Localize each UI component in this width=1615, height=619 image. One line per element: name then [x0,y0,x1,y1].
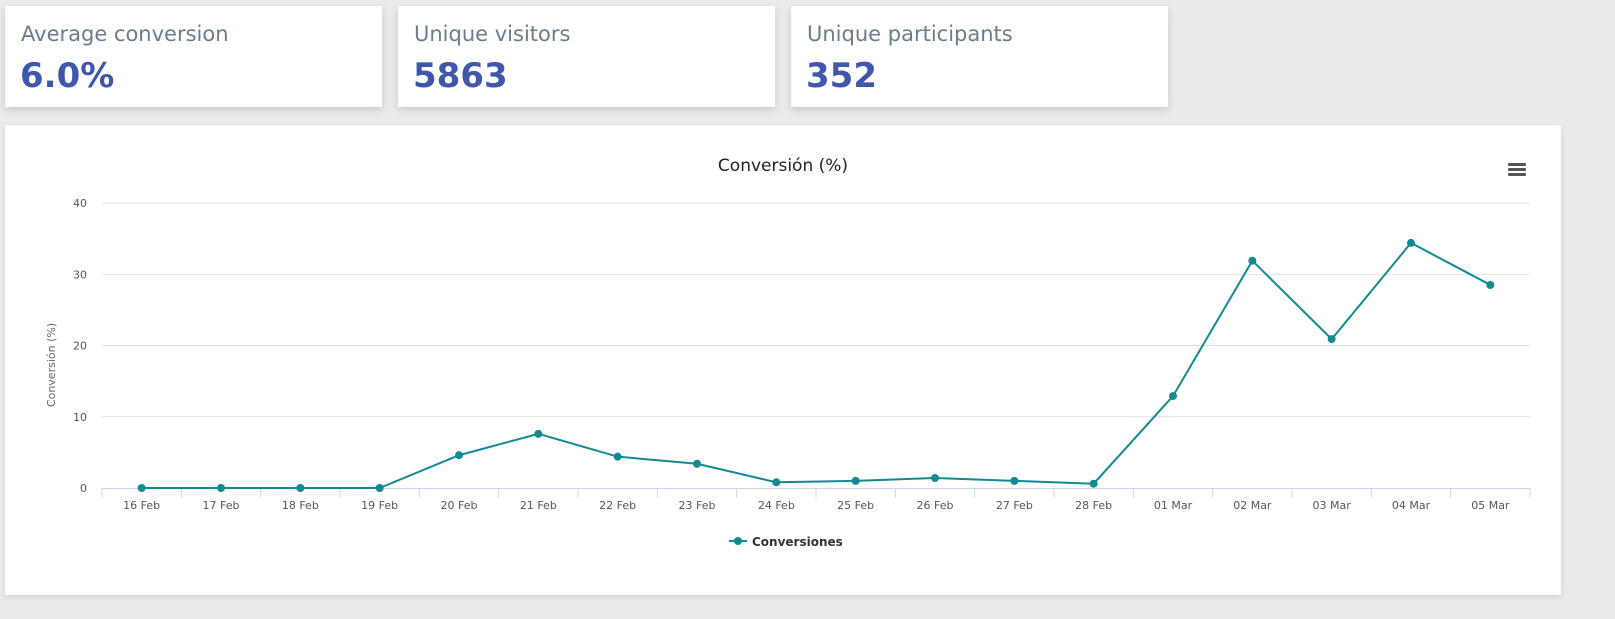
legend-item[interactable]: Conversiones [729,535,843,549]
hamburger-menu-icon[interactable] [1508,163,1526,178]
data-point[interactable] [137,484,146,492]
x-tick-label: 20 Feb [441,499,478,512]
card-unique-participants: Unique participants 352 [791,6,1168,107]
data-point[interactable] [296,484,305,492]
data-point[interactable] [931,474,939,483]
x-tick-label: 23 Feb [679,499,716,512]
data-point[interactable] [217,484,225,492]
data-point[interactable] [772,478,781,487]
card-value: 5863 [413,56,508,96]
card-average-conversion: Average conversion 6.0% [5,6,382,107]
line-chart: Conversión (%) Conversión (%) 0 10 20 30 40 1… [45,156,1531,549]
y-tick-label: 40 [73,197,87,210]
x-tick-label: 22 Feb [599,499,636,512]
x-tick-label: 21 Feb [520,499,557,512]
x-tick-label: 05 Mar [1471,499,1510,512]
data-point[interactable] [851,476,860,485]
data-point[interactable] [693,459,701,468]
x-tick-label: 25 Feb [837,499,874,512]
x-tick-label: 01 Mar [1154,499,1193,512]
card-value: 6.0% [20,56,115,96]
data-point[interactable] [1010,476,1019,485]
data-point[interactable] [1407,238,1415,247]
series-line [141,241,1491,489]
data-point[interactable] [1248,256,1257,265]
card-value: 352 [806,56,877,96]
x-tick-label: 24 Feb [758,499,795,512]
y-tick-label: 20 [73,340,87,353]
y-tick-label: 0 [80,482,87,495]
x-tick-label: 19 Feb [361,499,398,512]
data-point[interactable] [534,429,543,438]
data-point[interactable] [613,452,622,461]
x-tick-label: 03 Mar [1313,499,1352,512]
data-point[interactable] [1486,280,1495,289]
card-label: Average conversion [21,22,229,46]
data-point[interactable] [1169,392,1177,401]
y-tick-label: 30 [73,268,87,281]
y-tick-label: 10 [73,411,87,424]
data-point[interactable] [375,484,384,492]
legend-label: Conversiones [752,535,843,549]
y-axis-title: Conversión (%) [45,323,58,407]
chart-title: Conversión (%) [718,156,848,176]
legend-marker [734,537,742,545]
x-tick-label: 27 Feb [996,499,1033,512]
card-unique-visitors: Unique visitors 5863 [398,6,775,107]
data-point[interactable] [1327,335,1336,344]
x-tick-label: 16 Feb [123,499,160,512]
x-tick-label: 04 Mar [1392,499,1431,512]
card-label: Unique participants [807,22,1013,46]
x-tick-label: 18 Feb [282,499,319,512]
x-tick-label: 28 Feb [1075,499,1112,512]
x-tick-label: 26 Feb [917,499,954,512]
data-point[interactable] [455,451,463,460]
card-label: Unique visitors [414,22,571,46]
x-tick-label: 02 Mar [1233,499,1272,512]
chart-panel: Conversión (%) Conversión (%) 0 10 20 30 40 1… [5,125,1561,595]
x-tick-label: 17 Feb [203,499,240,512]
data-point[interactable] [1089,479,1098,488]
